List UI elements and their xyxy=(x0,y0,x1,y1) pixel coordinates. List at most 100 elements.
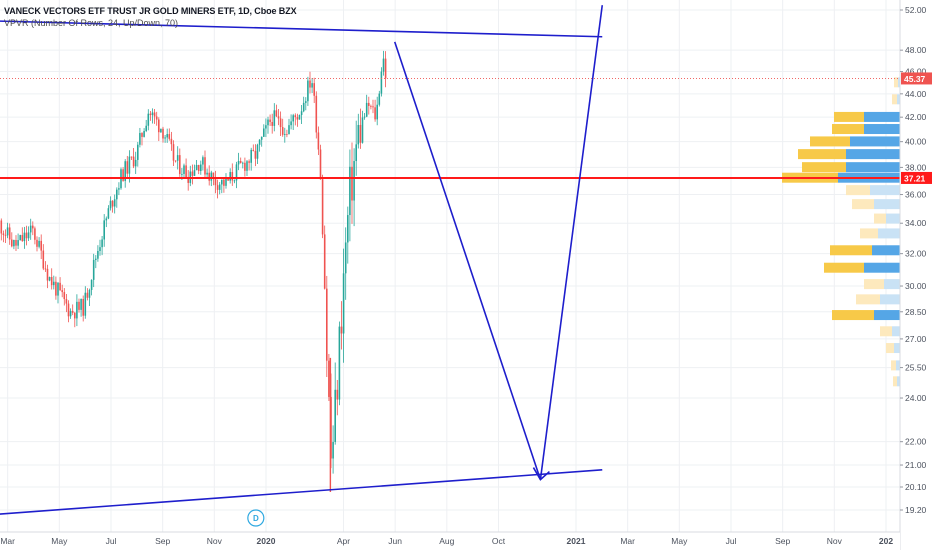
candle-body xyxy=(262,128,265,137)
candle-body xyxy=(204,157,206,175)
candle-body xyxy=(88,289,91,298)
candle-body xyxy=(99,247,101,251)
candle-body xyxy=(191,171,194,176)
candle-body xyxy=(380,71,383,94)
profile-bar-down xyxy=(897,94,900,105)
time-tick-label: 202 xyxy=(879,536,893,546)
projection-arrowhead xyxy=(532,467,550,481)
candle-body xyxy=(78,301,80,310)
indicator-label: VPVR (Number Of Rows, 24, Up/Down, 70) xyxy=(4,18,179,28)
profile-bar-down xyxy=(874,310,900,321)
candle-body xyxy=(309,80,311,88)
candle-body xyxy=(92,259,95,280)
candle-body xyxy=(216,185,219,190)
candle-body xyxy=(38,240,40,247)
profile-bar-up xyxy=(830,245,872,256)
candle-body xyxy=(357,124,360,145)
price-tick-label: 46.00 xyxy=(905,67,927,77)
price-tick-label: 34.00 xyxy=(905,218,927,228)
event-marker-label: D xyxy=(253,514,259,523)
candle-body xyxy=(363,116,366,118)
candle-body xyxy=(63,292,66,300)
candle-body xyxy=(258,139,261,145)
candle-body xyxy=(15,239,17,246)
time-tick-label: 2021 xyxy=(567,536,586,546)
price-tick-label: 25.50 xyxy=(905,363,927,373)
candle-body xyxy=(313,83,315,96)
candle-body xyxy=(260,136,263,140)
lower-trendline xyxy=(0,469,603,515)
candle-body xyxy=(317,132,320,150)
profile-bar-up xyxy=(874,213,886,224)
profile-bar-down xyxy=(846,149,900,160)
profile-bar-up xyxy=(893,376,897,387)
candle-body xyxy=(52,281,55,286)
candle-body xyxy=(223,179,225,186)
time-tick-label: Aug xyxy=(439,536,454,546)
candle-body xyxy=(267,119,269,126)
candle-body xyxy=(50,276,53,286)
candle-body xyxy=(97,250,99,259)
profile-bar-down xyxy=(898,77,900,88)
profile-bar-up xyxy=(834,111,864,122)
candle-body xyxy=(17,240,19,246)
candle-body xyxy=(126,161,129,174)
candle-body xyxy=(162,128,164,139)
candle-body xyxy=(365,102,368,117)
profile-bar-down xyxy=(897,376,900,387)
time-tick-label: 2020 xyxy=(257,536,276,546)
last-price-tag-text: 45.37 xyxy=(904,74,926,84)
candle-body xyxy=(256,144,259,159)
candle-body xyxy=(208,172,210,181)
candle-body xyxy=(210,172,213,181)
candle-body xyxy=(155,116,158,120)
candle-body xyxy=(248,161,250,163)
candle-body xyxy=(61,290,63,293)
candle-body xyxy=(252,149,255,152)
candle-body xyxy=(82,298,84,316)
candle-body xyxy=(145,125,147,131)
profile-bar-down xyxy=(864,111,900,122)
candle-body xyxy=(227,177,229,181)
candle-body xyxy=(59,282,61,291)
candle-body xyxy=(124,161,126,181)
profile-bar-down xyxy=(870,185,900,196)
profile-bar-up xyxy=(832,310,874,321)
candle-body xyxy=(218,184,221,190)
candle-body xyxy=(323,234,326,289)
candle-body xyxy=(23,232,26,242)
candle-body xyxy=(311,83,313,88)
candle-body xyxy=(176,155,179,161)
candle-body xyxy=(73,312,76,319)
event-marker-layer: D xyxy=(247,509,265,527)
price-tick-label: 20.10 xyxy=(905,482,927,492)
profile-bar-up xyxy=(832,124,864,135)
candle-body xyxy=(25,232,28,239)
candle-body xyxy=(370,105,372,107)
candle-body xyxy=(42,250,45,269)
candle-body xyxy=(0,220,3,234)
candle-body xyxy=(359,124,362,143)
candle-body xyxy=(168,134,171,139)
candle-body xyxy=(90,279,93,290)
candle-body xyxy=(187,177,189,183)
candle-body xyxy=(325,288,328,361)
candle-body xyxy=(342,273,345,334)
candle-body xyxy=(57,282,59,296)
profile-bar-down xyxy=(878,228,900,239)
candle-body xyxy=(338,326,341,400)
candle-body xyxy=(271,121,273,126)
candle-body xyxy=(334,389,336,442)
profile-bar-up xyxy=(864,279,884,290)
candle-body xyxy=(372,106,374,108)
candle-body xyxy=(315,95,318,133)
candle-body xyxy=(76,301,78,319)
candle-body xyxy=(101,239,103,248)
price-tick-label: 44.00 xyxy=(905,89,927,99)
time-tick-label: Jun xyxy=(388,536,402,546)
candle-body xyxy=(206,172,208,175)
candle-body xyxy=(80,298,82,310)
